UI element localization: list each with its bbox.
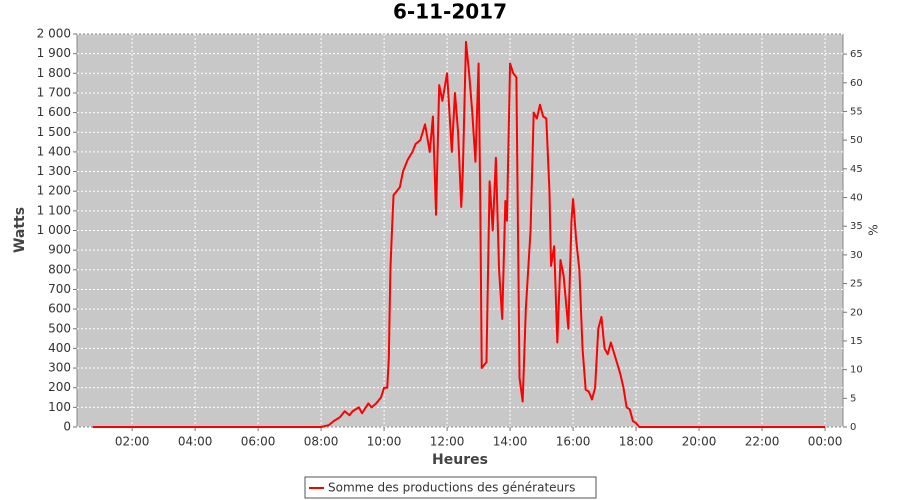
legend-box [304, 476, 597, 499]
y-tick-label: 1 800 [37, 66, 71, 80]
y2-tick-label: 15 [850, 336, 863, 347]
y-tick-label: 1 900 [37, 46, 71, 60]
y-tick-label: 0 [63, 420, 71, 434]
data-line [92, 40, 826, 428]
x-tick-label: 22:00 [745, 435, 780, 449]
y-tick-label: 600 [48, 302, 71, 316]
y2-axis-title: % [867, 224, 881, 235]
y2-tick-label: 5 [850, 393, 856, 404]
x-tick-label: 20:00 [682, 435, 717, 449]
legend: Somme des productions des générateurs [304, 476, 597, 499]
y-tick-label: 1 400 [37, 144, 71, 158]
x-tick-label: 08:00 [304, 435, 339, 449]
x-tick-label: 02:00 [115, 435, 150, 449]
y-tick-label: 200 [48, 380, 71, 394]
y-tick-label: 700 [48, 282, 71, 296]
y2-tick-label: 60 [850, 78, 863, 89]
x-tick-label: 04:00 [178, 435, 213, 449]
y-tick-label: 1 700 [37, 85, 71, 99]
y-tick-label: 400 [48, 341, 71, 355]
y2-tick-label: 30 [850, 250, 863, 261]
chart-title: 6-11-2017 [393, 0, 507, 24]
y-tick-label: 1 000 [37, 223, 71, 237]
y2-tick-label: 10 [850, 365, 863, 376]
y2-tick-label: 45 [850, 164, 863, 175]
x-tick-label: 12:00 [430, 435, 465, 449]
y-axis-title: Watts [12, 207, 28, 253]
y-tick-label: 1 200 [37, 184, 71, 198]
y-tick-label: 1 600 [37, 105, 71, 119]
y-tick-label: 1 300 [37, 164, 71, 178]
y2-tick-label: 65 [850, 49, 863, 60]
x-tick-label: 00:00 [808, 435, 843, 449]
y-tick-label: 1 100 [37, 203, 71, 217]
y2-tick-label: 25 [850, 279, 863, 290]
y2-tick-label: 0 [850, 422, 856, 433]
y2-tick-label: 20 [850, 307, 863, 318]
x-tick-label: 18:00 [619, 435, 654, 449]
y2-tick-label: 35 [850, 221, 863, 232]
x-tick-label: 14:00 [493, 435, 528, 449]
legend-label: Somme des productions des générateurs [328, 481, 575, 495]
x-axis-title: Heures [432, 452, 488, 468]
y2-tick-label: 40 [850, 193, 863, 204]
plot-area [76, 33, 844, 428]
y-tick-label: 100 [48, 400, 71, 414]
x-tick-label: 06:00 [241, 435, 276, 449]
y2-tick-label: 55 [850, 106, 863, 117]
x-tick-label: 16:00 [556, 435, 591, 449]
y-tick-label: 1 500 [37, 125, 71, 139]
y-tick-label: 300 [48, 361, 71, 375]
y-tick-label: 800 [48, 262, 71, 276]
y-tick-label: 500 [48, 321, 71, 335]
x-tick-label: 10:00 [367, 435, 402, 449]
y-tick-label: 900 [48, 243, 71, 257]
y2-tick-label: 50 [850, 135, 863, 146]
y-tick-label: 2 000 [37, 27, 71, 41]
